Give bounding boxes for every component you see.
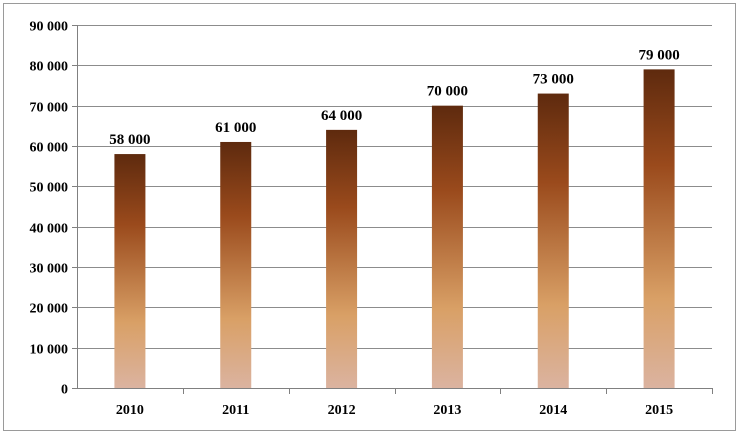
data-label: 58 000 — [109, 132, 150, 148]
y-tick-label: 0 — [61, 383, 68, 398]
x-tick-label: 2014 — [539, 403, 567, 418]
x-tick-label: 2015 — [645, 403, 673, 418]
bar — [431, 105, 463, 389]
y-tick-label: 70 000 — [30, 101, 69, 116]
y-tick-label: 30 000 — [30, 262, 69, 277]
y-tick-label: 50 000 — [30, 181, 69, 196]
x-tick-label: 2012 — [328, 403, 356, 418]
data-label: 73 000 — [533, 72, 574, 88]
data-label: 79 000 — [638, 47, 679, 63]
bar — [114, 154, 146, 388]
y-tick-label: 40 000 — [30, 222, 69, 237]
bars — [114, 69, 675, 389]
x-tick-label: 2011 — [222, 403, 249, 418]
bar — [326, 129, 358, 388]
y-tick-label: 60 000 — [30, 141, 69, 156]
bar — [537, 93, 569, 389]
data-label: 61 000 — [215, 120, 256, 136]
x-tick-label: 2013 — [433, 403, 461, 418]
axes — [72, 25, 713, 394]
x-tick-label: 2010 — [116, 403, 144, 418]
y-tick-label: 80 000 — [30, 60, 69, 75]
labels: 0 10 000 20 000 30 000 40 000 50 000 60 000 70 … — [30, 20, 680, 419]
gridlines — [77, 25, 712, 349]
bar — [643, 69, 675, 388]
bar — [220, 141, 252, 388]
y-tick-label: 90 000 — [30, 20, 69, 35]
data-label: 64 000 — [321, 108, 362, 124]
y-tick-label: 20 000 — [30, 302, 69, 317]
y-tick-label: 10 000 — [30, 343, 69, 358]
data-label: 70 000 — [427, 84, 468, 100]
